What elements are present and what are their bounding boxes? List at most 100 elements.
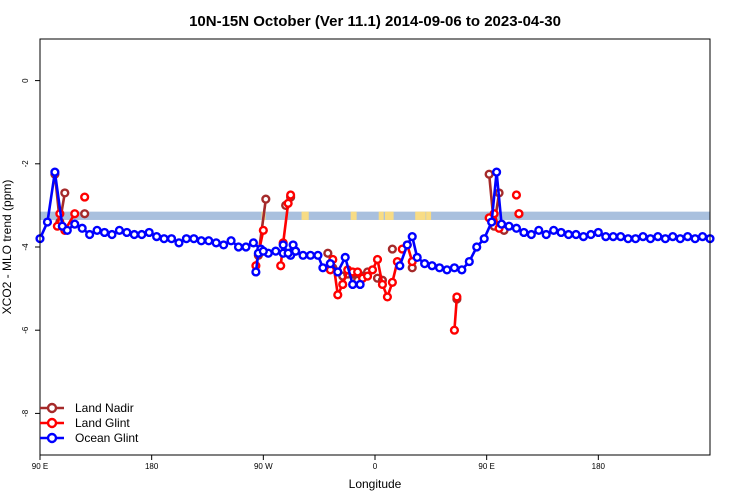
legend-item-land-nadir: Land Nadir bbox=[40, 401, 134, 415]
plot-frame bbox=[39, 38, 711, 456]
y-axis-label: XCO2 - MLO trend (ppm) bbox=[0, 180, 14, 315]
legend-marker bbox=[46, 402, 58, 414]
legend-label: Ocean Glint bbox=[75, 431, 139, 445]
x-tick-label: 90 W bbox=[254, 462, 273, 471]
land-glint-point bbox=[283, 198, 293, 208]
land-nadir-point bbox=[387, 244, 397, 254]
ocean-glint-point bbox=[348, 279, 358, 290]
ocean-glint-point bbox=[395, 261, 405, 271]
ocean-glint-point bbox=[278, 240, 288, 250]
ocean-glint-point bbox=[402, 240, 412, 250]
ocean-glint-point bbox=[290, 246, 301, 256]
ocean-glint-point bbox=[305, 250, 316, 260]
ocean-glint-point bbox=[181, 234, 192, 244]
ocean-glint-point bbox=[434, 263, 445, 273]
ocean-glint-point bbox=[92, 225, 102, 235]
ocean-glint-point bbox=[283, 248, 293, 258]
land-band-segment bbox=[378, 211, 384, 220]
axes: 90 E 180 90 W 0 90 E 180 0 -2 -4 -6 -8 bbox=[21, 78, 606, 471]
ocean-band bbox=[40, 211, 710, 220]
ocean-glint-point bbox=[407, 232, 417, 242]
y-tick-label: -6 bbox=[21, 326, 30, 334]
land-glint-point bbox=[449, 325, 460, 335]
ocean-glint-point bbox=[196, 236, 206, 246]
ocean-glint-point bbox=[645, 234, 656, 244]
ocean-glint-point bbox=[608, 232, 618, 242]
ocean-glint-point bbox=[526, 229, 536, 240]
ocean-glint-point bbox=[593, 227, 603, 238]
ocean-glint-point bbox=[318, 263, 328, 273]
ocean-glint-point bbox=[690, 234, 700, 244]
ocean-glint-point bbox=[464, 256, 474, 267]
ocean-glint-point bbox=[233, 242, 244, 252]
ocean-glint-point bbox=[122, 227, 132, 238]
ocean-glint-point bbox=[85, 229, 95, 240]
legend-marker bbox=[46, 417, 58, 429]
ocean-glint-point bbox=[159, 234, 169, 244]
land-mask-band bbox=[40, 211, 710, 220]
ocean-glint-point bbox=[496, 219, 507, 229]
ocean-glint-point bbox=[534, 225, 544, 235]
ocean-glint-point bbox=[62, 225, 72, 235]
legend-label: Land Glint bbox=[75, 416, 130, 430]
ocean-glint-point bbox=[241, 242, 251, 252]
ocean-glint-point bbox=[511, 223, 522, 233]
ocean-glint-point bbox=[340, 252, 350, 263]
plot-area bbox=[35, 167, 715, 335]
ocean-glint-point bbox=[479, 234, 489, 244]
legend-label: Land Nadir bbox=[75, 401, 134, 415]
ocean-glint-point bbox=[251, 267, 261, 277]
ocean-glint-point bbox=[412, 252, 422, 263]
x-tick-label: 90 E bbox=[478, 462, 494, 471]
land-glint-point bbox=[276, 261, 286, 271]
ocean-glint-point bbox=[211, 238, 221, 248]
ocean-glint-point bbox=[623, 234, 633, 244]
ocean-glint-point bbox=[107, 229, 117, 240]
ocean-glint-point bbox=[504, 221, 514, 231]
ocean-glint-point bbox=[42, 217, 53, 227]
land-nadir-point bbox=[323, 248, 333, 258]
land-band-segment bbox=[384, 211, 394, 220]
ocean-glint-point bbox=[563, 229, 574, 240]
ocean-glint-point bbox=[226, 236, 236, 246]
ocean-glint-point bbox=[355, 279, 365, 290]
land-glint-point bbox=[511, 190, 522, 200]
ocean-glint-point bbox=[258, 246, 268, 256]
ocean-glint-point bbox=[519, 227, 529, 238]
ocean-glint-point bbox=[675, 234, 685, 244]
ocean-glint-point bbox=[586, 229, 596, 240]
ocean-glint-point bbox=[137, 229, 147, 240]
land-glint-point bbox=[362, 271, 373, 281]
ocean-glint-point bbox=[578, 232, 589, 242]
ocean-glint-point bbox=[571, 229, 581, 240]
land-glint-point bbox=[367, 265, 378, 275]
ocean-glint-point bbox=[541, 229, 551, 240]
ocean-glint-point bbox=[189, 234, 199, 244]
ocean-glint-point bbox=[457, 265, 467, 275]
x-tick-label: 90 E bbox=[32, 462, 48, 471]
land-glint-point bbox=[372, 254, 383, 265]
land-nadir-point bbox=[80, 209, 90, 219]
land-band-segment bbox=[301, 211, 309, 220]
ocean-glint-point bbox=[298, 250, 308, 260]
ocean-glint-point bbox=[630, 234, 641, 244]
y-tick-label: -4 bbox=[21, 243, 30, 251]
ocean-glint-point bbox=[549, 225, 559, 235]
ocean-glint-point bbox=[683, 232, 693, 242]
y-tick-label: -2 bbox=[21, 160, 30, 168]
y-tick-label: -8 bbox=[21, 409, 30, 417]
ocean-glint-point bbox=[420, 259, 430, 269]
land-glint-point bbox=[333, 290, 343, 300]
ocean-glint-point bbox=[114, 225, 125, 235]
land-glint-point bbox=[377, 279, 388, 290]
ocean-glint-point bbox=[77, 223, 87, 233]
ocean-glint-point bbox=[638, 232, 648, 242]
legend-item-ocean-glint: Ocean Glint bbox=[40, 431, 139, 445]
ocean-glint-point bbox=[653, 232, 663, 242]
ocean-glint-point bbox=[472, 242, 482, 252]
x-tick-label: 180 bbox=[592, 462, 606, 471]
land-glint-point bbox=[338, 279, 348, 290]
ocean-glint-point bbox=[271, 246, 281, 256]
